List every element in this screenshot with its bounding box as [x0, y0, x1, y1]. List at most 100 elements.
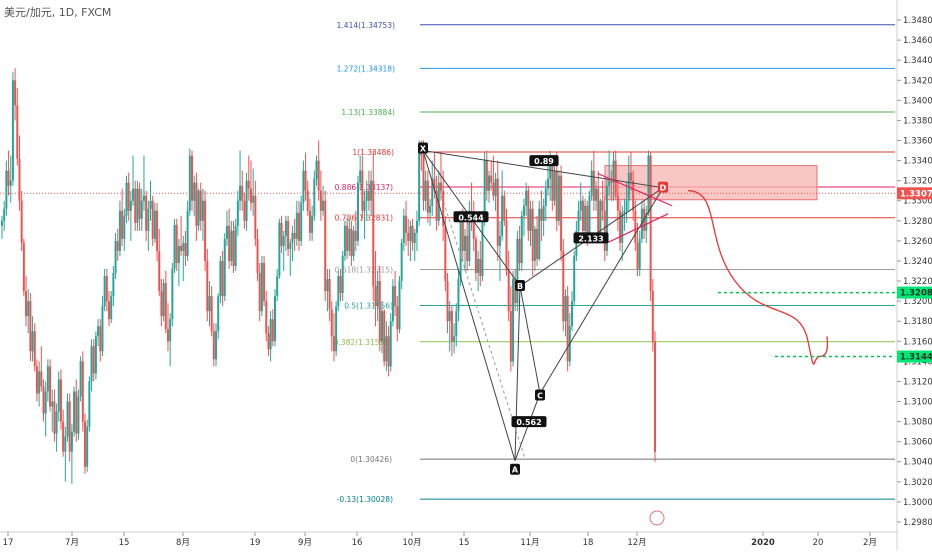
candle-body [562, 250, 565, 322]
y-tick-label: 1.32800 [903, 217, 932, 227]
candle-body [579, 200, 582, 211]
fib-level-label: 0.886(1.33137) [335, 183, 393, 192]
candle-body [603, 210, 606, 251]
candle-body [273, 296, 276, 342]
candle-body [619, 210, 622, 243]
candle-body [53, 401, 56, 434]
pattern-point-label: X [420, 145, 427, 154]
candle-body [31, 331, 34, 352]
y-tick-label: 1.30600 [903, 438, 932, 448]
candle-body [608, 180, 611, 186]
candle-body [483, 160, 486, 219]
x-tick-label: 18 [583, 538, 594, 548]
candle-body [592, 170, 595, 201]
candle-body [132, 188, 135, 201]
candle-body [86, 426, 89, 467]
y-tick-label: 1.31600 [903, 337, 932, 347]
candle-body [367, 190, 370, 201]
wedge-upper-line [597, 173, 673, 207]
pattern-ratio-label: 0.544 [458, 213, 484, 222]
x-tick-label: 15 [459, 538, 470, 548]
candle-body [9, 180, 12, 186]
candle-body [298, 212, 301, 241]
candle-body [123, 215, 126, 239]
candle-body [195, 182, 198, 226]
candle-body [411, 225, 414, 243]
candle-body [374, 286, 377, 307]
candle-body [295, 212, 298, 239]
candle-body [302, 170, 305, 203]
candle-body [352, 230, 355, 256]
x-tick-label: 9月 [298, 538, 312, 548]
price-tag-box [897, 350, 932, 363]
candle-body [215, 331, 218, 360]
y-tick-label: 1.32000 [903, 297, 932, 307]
candle-body [204, 200, 207, 261]
pattern-xa-line [422, 150, 516, 461]
candle-body [435, 190, 438, 221]
y-tick-label: 1.29800 [903, 518, 932, 528]
candle-body [88, 381, 91, 427]
candle-body [542, 205, 545, 221]
candle-body [258, 273, 261, 312]
candle-body [269, 319, 272, 350]
pattern-ratio-badge [511, 416, 547, 428]
candle-body [134, 188, 137, 223]
fib-level-label: -0.13(1.30028) [337, 495, 393, 504]
candle-body [625, 200, 628, 211]
candle-body [20, 200, 23, 243]
candle-body [343, 225, 346, 256]
candle-body [199, 190, 202, 221]
candle-body [581, 200, 584, 231]
candle-body [158, 250, 161, 292]
candle-body [156, 210, 159, 251]
candle-body [118, 210, 121, 251]
y-tick-label: 1.33800 [903, 116, 932, 126]
candle-body [348, 228, 351, 251]
pattern-guide-dashed [439, 190, 526, 459]
candle-body [138, 188, 141, 219]
candle-body [365, 190, 368, 201]
candle-body [245, 180, 248, 221]
candle-body [149, 200, 152, 209]
candle-body [601, 200, 604, 211]
candle-body [330, 309, 333, 337]
fib-level-label: 0.382(1.31595) [334, 338, 392, 347]
candle-body [142, 195, 145, 201]
y-tick-label: 1.30400 [903, 458, 932, 468]
candle-body [564, 296, 567, 322]
candle-body [623, 210, 626, 213]
price-tag-label: 1.31448 [900, 353, 932, 363]
candle-body [308, 210, 311, 233]
candle-body [136, 188, 139, 223]
candle-body [433, 178, 436, 191]
candle-body [520, 215, 523, 263]
fib-level-label: 1.13(1.33884) [341, 108, 395, 117]
candle-body [90, 346, 93, 382]
candle-body [394, 286, 397, 307]
candle-body [180, 245, 183, 251]
pattern-point-marker [418, 142, 428, 154]
pattern-point-label: D [660, 184, 667, 193]
candle-body [560, 175, 563, 251]
candle-body [177, 245, 180, 263]
candle-body [450, 311, 453, 342]
candle-body [70, 431, 73, 452]
candle-body [317, 160, 320, 191]
candle-body [424, 180, 427, 201]
candle-body [49, 366, 52, 407]
candle-body [612, 160, 615, 183]
price-tag-box [897, 187, 932, 200]
pattern-cd-line [539, 187, 664, 394]
candle-body [40, 371, 43, 387]
candle-body [610, 180, 613, 183]
y-tick-label: 1.34200 [903, 76, 932, 86]
candle-body [241, 185, 244, 201]
candle-body [505, 220, 508, 272]
candle-body [171, 268, 174, 320]
candle-body [173, 224, 176, 269]
candle-body [162, 283, 165, 317]
pattern-xd-line [422, 150, 664, 189]
pattern-ratio-label: 0.89 [534, 157, 554, 166]
candle-body [599, 200, 602, 233]
